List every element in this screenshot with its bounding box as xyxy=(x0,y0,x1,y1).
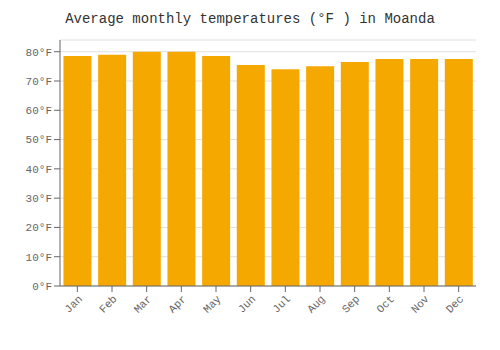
svg-text:Sep: Sep xyxy=(340,293,362,315)
svg-text:80°F: 80°F xyxy=(26,47,52,59)
svg-text:Mar: Mar xyxy=(132,293,154,315)
svg-text:Jun: Jun xyxy=(236,293,258,315)
svg-text:70°F: 70°F xyxy=(26,76,52,88)
svg-text:Jan: Jan xyxy=(62,293,84,315)
svg-text:20°F: 20°F xyxy=(26,222,52,234)
svg-text:Nov: Nov xyxy=(409,293,432,316)
svg-text:40°F: 40°F xyxy=(26,164,52,176)
svg-text:50°F: 50°F xyxy=(26,134,52,146)
svg-text:Aug: Aug xyxy=(305,293,327,315)
html-text:Average monthly temperatures (: Average monthly temperatures (°F ) in Mo… xyxy=(65,11,435,27)
svg-text:10°F: 10°F xyxy=(26,252,52,264)
svg-text:30°F: 30°F xyxy=(26,193,52,205)
svg-text:0°F: 0°F xyxy=(32,281,52,293)
svg-text:Apr: Apr xyxy=(166,293,188,315)
svg-text:May: May xyxy=(201,293,224,316)
svg-text:Feb: Feb xyxy=(97,293,119,315)
svg-text:Dec: Dec xyxy=(444,293,466,315)
svg-text:Oct: Oct xyxy=(374,293,396,315)
svg-text:Jul: Jul xyxy=(270,293,292,315)
svg-text:60°F: 60°F xyxy=(26,105,52,117)
